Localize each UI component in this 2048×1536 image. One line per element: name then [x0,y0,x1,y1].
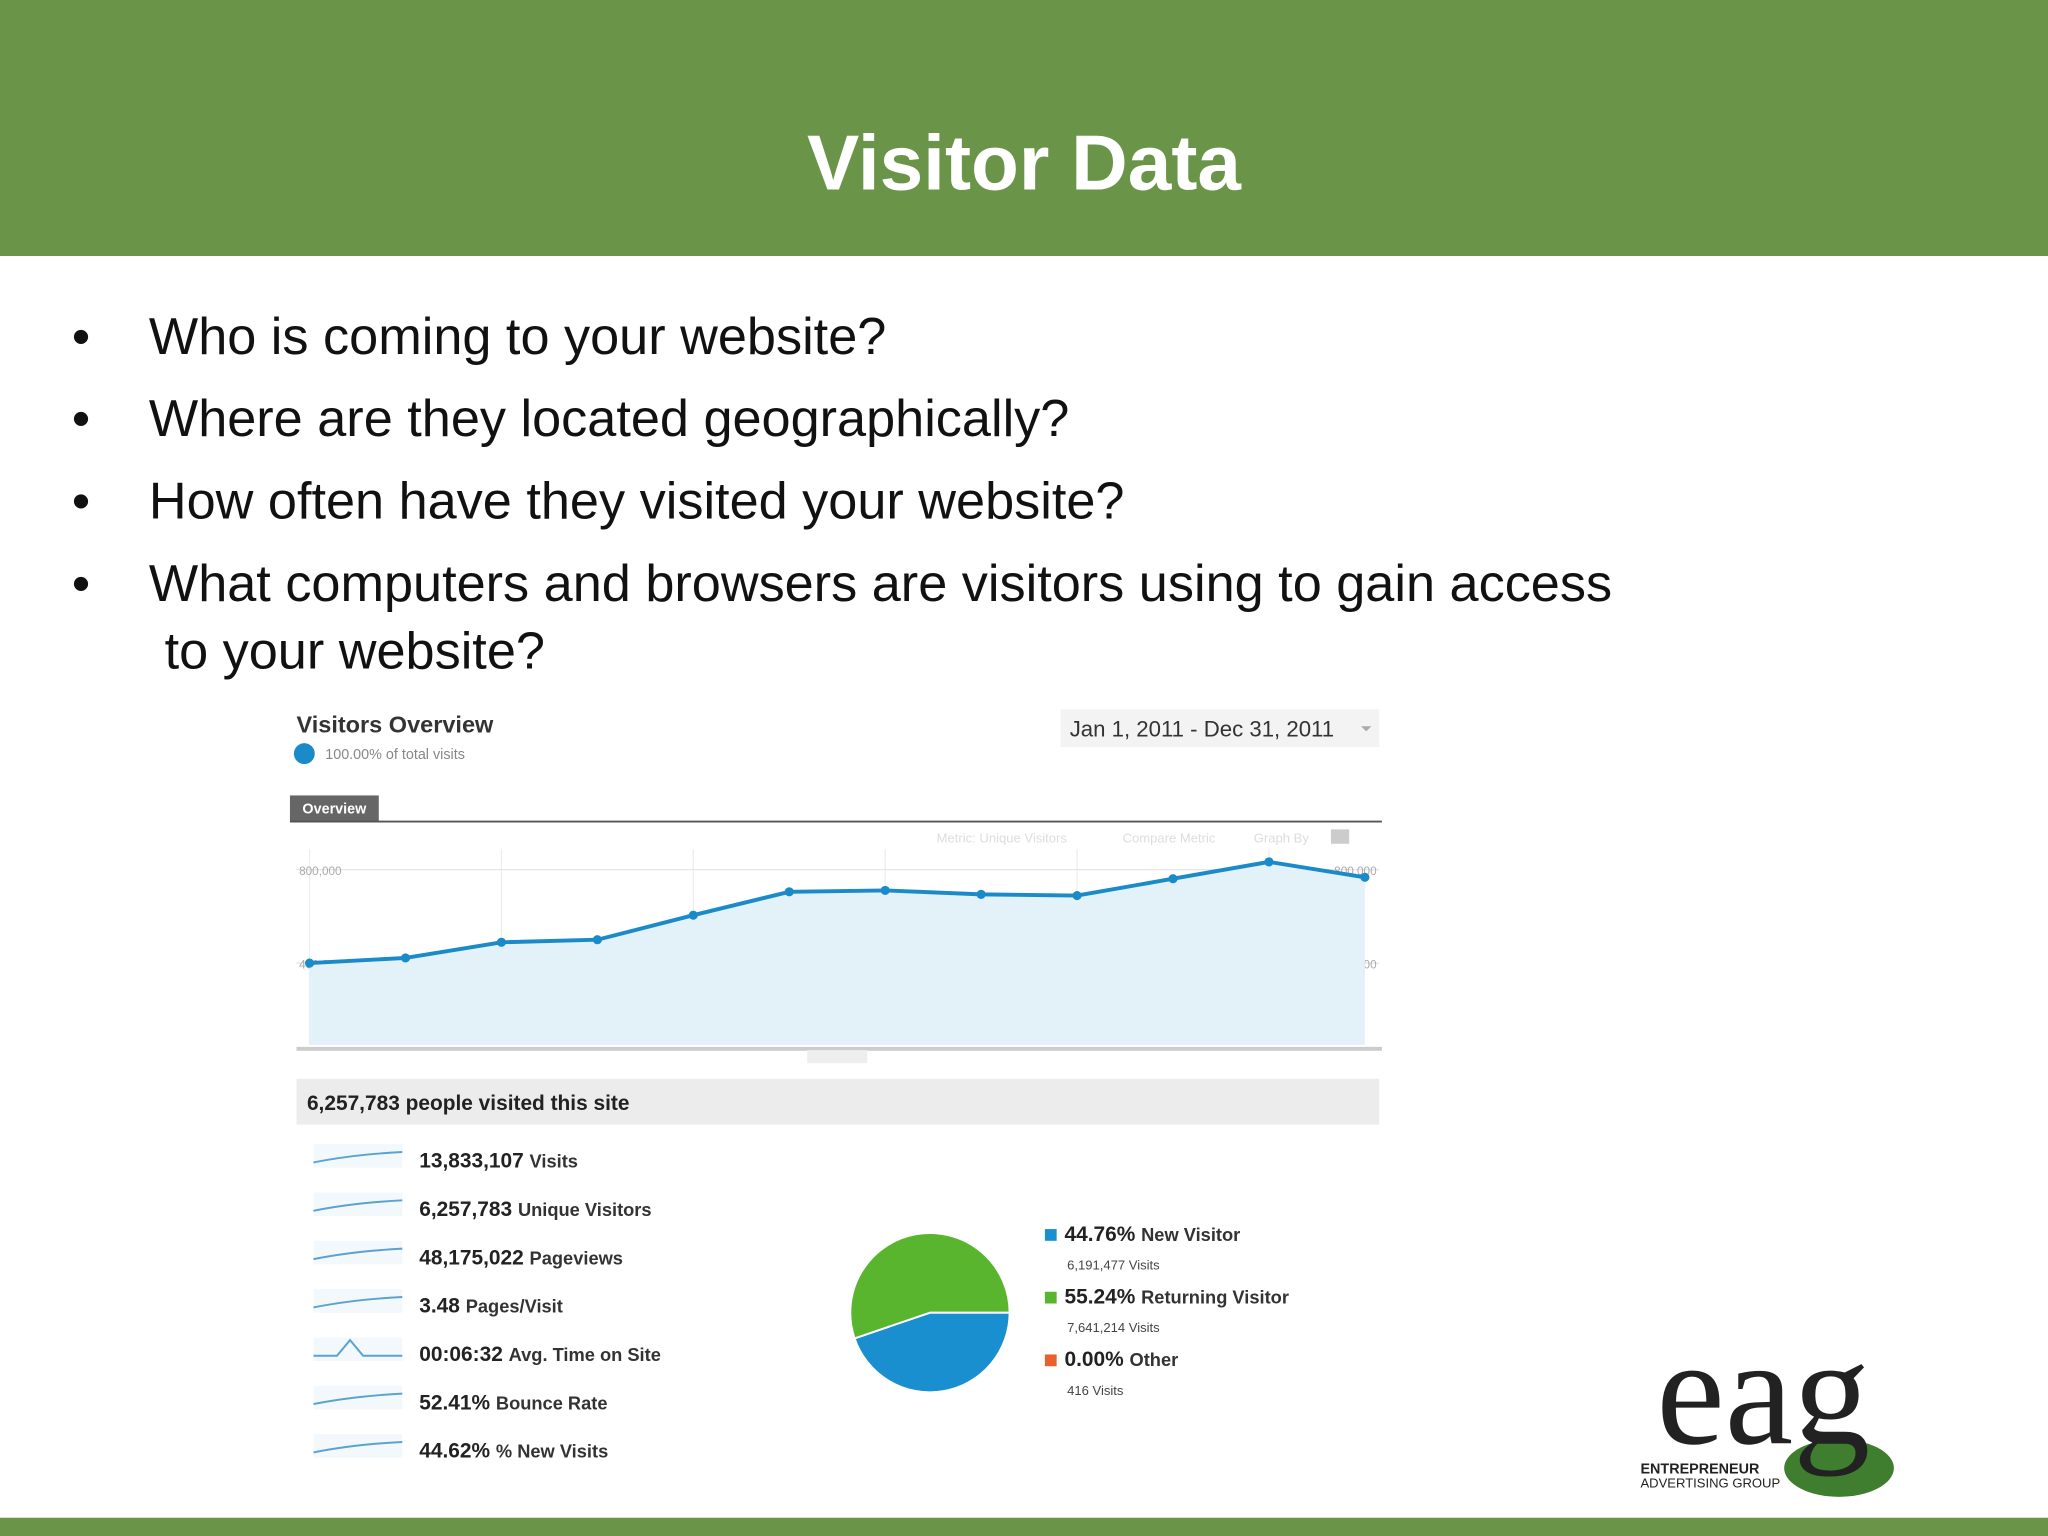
metric-label: Unique Visitors [518,1199,652,1220]
bullet-text: to your website? [165,623,545,681]
sparkline [313,1392,403,1406]
visits-count: 416 Visits [1067,1383,1124,1398]
sparkline [313,1247,403,1261]
sparkline [313,1199,403,1212]
dropdown-arrow [1360,726,1372,732]
header-bar [0,0,2048,256]
legend-entry: 0.00% Other [1064,1348,1178,1371]
legend-label: Returning Visitor [1141,1287,1289,1308]
metric-value: 6,257,783 [419,1198,512,1221]
metric: 48,175,022 Pageviews [419,1246,623,1269]
line [309,859,1366,966]
metric: 44.62% % New Visits [419,1440,608,1463]
pie-slice [849,1232,1011,1340]
sparkline [313,1338,403,1357]
logo-line: ENTREPRENEUR [1640,1461,1760,1477]
point [1072,890,1082,901]
visits-count: 7,641,214 Visits [1067,1320,1160,1335]
metric-value: 3.48 [419,1295,460,1318]
point [304,958,315,968]
control[interactable]: Compare Metric [1123,830,1216,845]
metrics: 13,833,107 Visits 6,257,783 Unique Visito… [313,1144,661,1463]
panel-title: Visitors Overview [296,712,494,738]
bullet-list: • Who is coming to your website? • Where… [72,308,1612,681]
y-tick-label: 800,000 [299,865,342,878]
value-label: 44.76% [1064,1223,1135,1246]
point [1168,874,1178,884]
pie-slice [853,1311,1011,1394]
point [496,937,507,947]
point [1264,857,1274,867]
point [688,910,698,920]
legend-swatch [1044,1354,1057,1367]
legend-entry: 55.24% Returning Visitor [1064,1286,1288,1309]
point [880,885,890,895]
analytics-panel: Visitors Overview 100.00% of total visit… [289,709,1382,1463]
visits-count: 6,191,477 Visits [1067,1258,1160,1273]
metric-label: % New Visits [496,1441,608,1462]
point [976,889,986,899]
summary: 6,257,783 people visited this site [307,1092,630,1115]
logo: eag ENTREPRENEUR ADVERTISING GROUP [1640,1307,1894,1497]
legend-entry: 44.76% New Visitor [1064,1223,1240,1246]
value-label: 0.00% [1064,1348,1124,1371]
point [784,887,794,897]
value-label: 55.24% [1064,1286,1135,1309]
metric: 52.41% Bounce Rate [419,1391,607,1414]
metric: 3.48 Pages/Visit [419,1295,563,1318]
metric-value: 44.62% [419,1440,490,1463]
bullet-text: What computers and browsers are visitors… [149,555,1612,613]
chart-icon[interactable] [1330,829,1350,844]
metric-label: Pageviews [530,1247,623,1268]
control[interactable]: Graph By [1254,830,1310,845]
legend-swatch [1044,1229,1057,1241]
bullet-text: How often have they visited your website… [149,473,1125,531]
bullet-text: Where are they located geographically? [149,390,1069,448]
legend-label: New Visitor [1141,1224,1240,1245]
metric-value: 48,175,022 [419,1246,523,1269]
metric-label: Pages/Visit [466,1296,563,1317]
bullet: • [72,390,90,448]
footer-bar [0,1517,2048,1536]
point [400,953,411,963]
metric-label: Bounce Rate [496,1392,608,1413]
point [1360,872,1370,882]
metric-value: 13,833,107 [419,1150,523,1173]
metric-label: Avg. Time on Site [509,1344,661,1365]
panel-subtitle: 100.00% of total visits [325,747,465,763]
summary-bar [296,1078,1380,1125]
metric: 00:06:32 Avg. Time on Site [419,1343,661,1366]
metric-value: 52.41% [419,1391,490,1414]
tab[interactable] [289,795,379,822]
sparkline [313,1440,403,1454]
area [309,861,1365,1045]
bullet: • [72,473,90,531]
sparkline [313,1151,403,1164]
bullet-text: Who is coming to your website? [149,308,886,366]
logo-line: ADVERTISING GROUP [1640,1476,1780,1491]
point [592,935,602,945]
logo-mark: eag [1656,1307,1870,1477]
legend-swatch [1044,1291,1057,1304]
metric: 13,833,107 Visits [419,1150,578,1173]
metric-value: 00:06:32 [419,1343,503,1366]
sparkline [313,1296,403,1309]
segment-icon [293,743,315,765]
metric-label: Visits [530,1151,578,1172]
date-range[interactable]: Jan 1, 2011 - Dec 31, 2011 [1070,717,1334,742]
metric: 6,257,783 Unique Visitors [419,1198,651,1221]
logo-ellipse [1784,1439,1894,1497]
bullet: • [72,555,90,613]
legend-label: Other [1130,1349,1179,1370]
date-box[interactable] [1060,709,1380,748]
bullet: • [72,308,90,366]
tab-label[interactable]: Overview [302,802,367,818]
control[interactable]: Metric: Unique Visitors [937,830,1068,845]
slide-title: Visitor Data [807,118,1242,206]
collapse-handle[interactable] [807,1050,868,1064]
